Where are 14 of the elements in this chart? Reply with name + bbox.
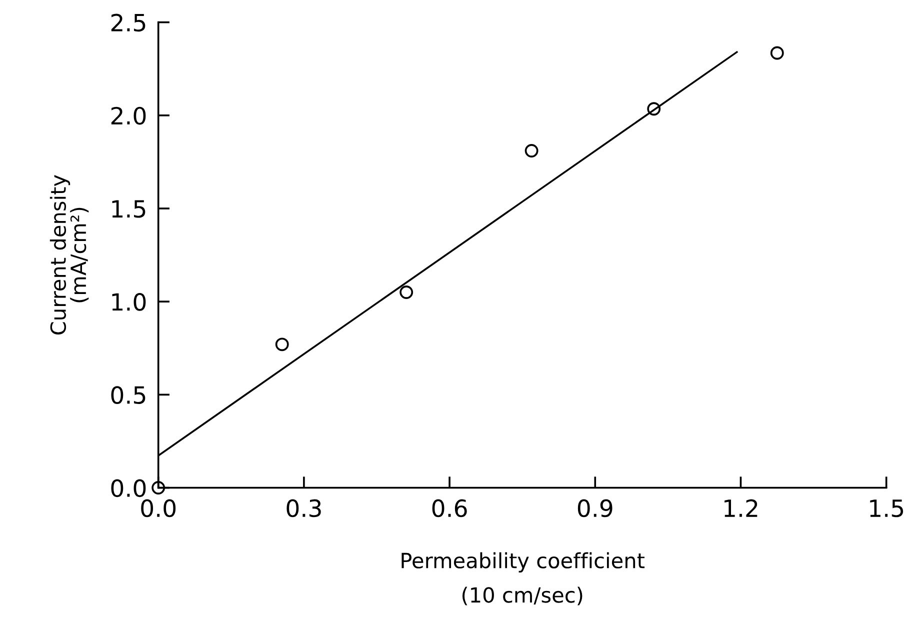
x-axis-title: Permeability coefficient (10 cm/sec) [402, 552, 644, 606]
y-tick-label: 2.0 [111, 106, 146, 125]
x-tick-label: 1.5 [870, 500, 904, 518]
y-tick-label: 0.5 [111, 386, 146, 404]
y-tick-label: 2.5 [111, 14, 146, 32]
x-tick-label: 0.6 [432, 499, 467, 518]
x-tick-label: 0.3 [286, 499, 321, 518]
x-tick-label: 1.2 [724, 499, 758, 517]
y-tick-label: 1.0 [112, 293, 146, 311]
x-tick-label: 0.9 [578, 499, 612, 518]
y-axis-title: Current density (mA/cm²) [50, 175, 89, 334]
y-tick-label: 1.5 [112, 200, 146, 218]
x-tick-label: 0.0 [141, 499, 176, 518]
y-tick-label: 0.0 [111, 479, 146, 498]
